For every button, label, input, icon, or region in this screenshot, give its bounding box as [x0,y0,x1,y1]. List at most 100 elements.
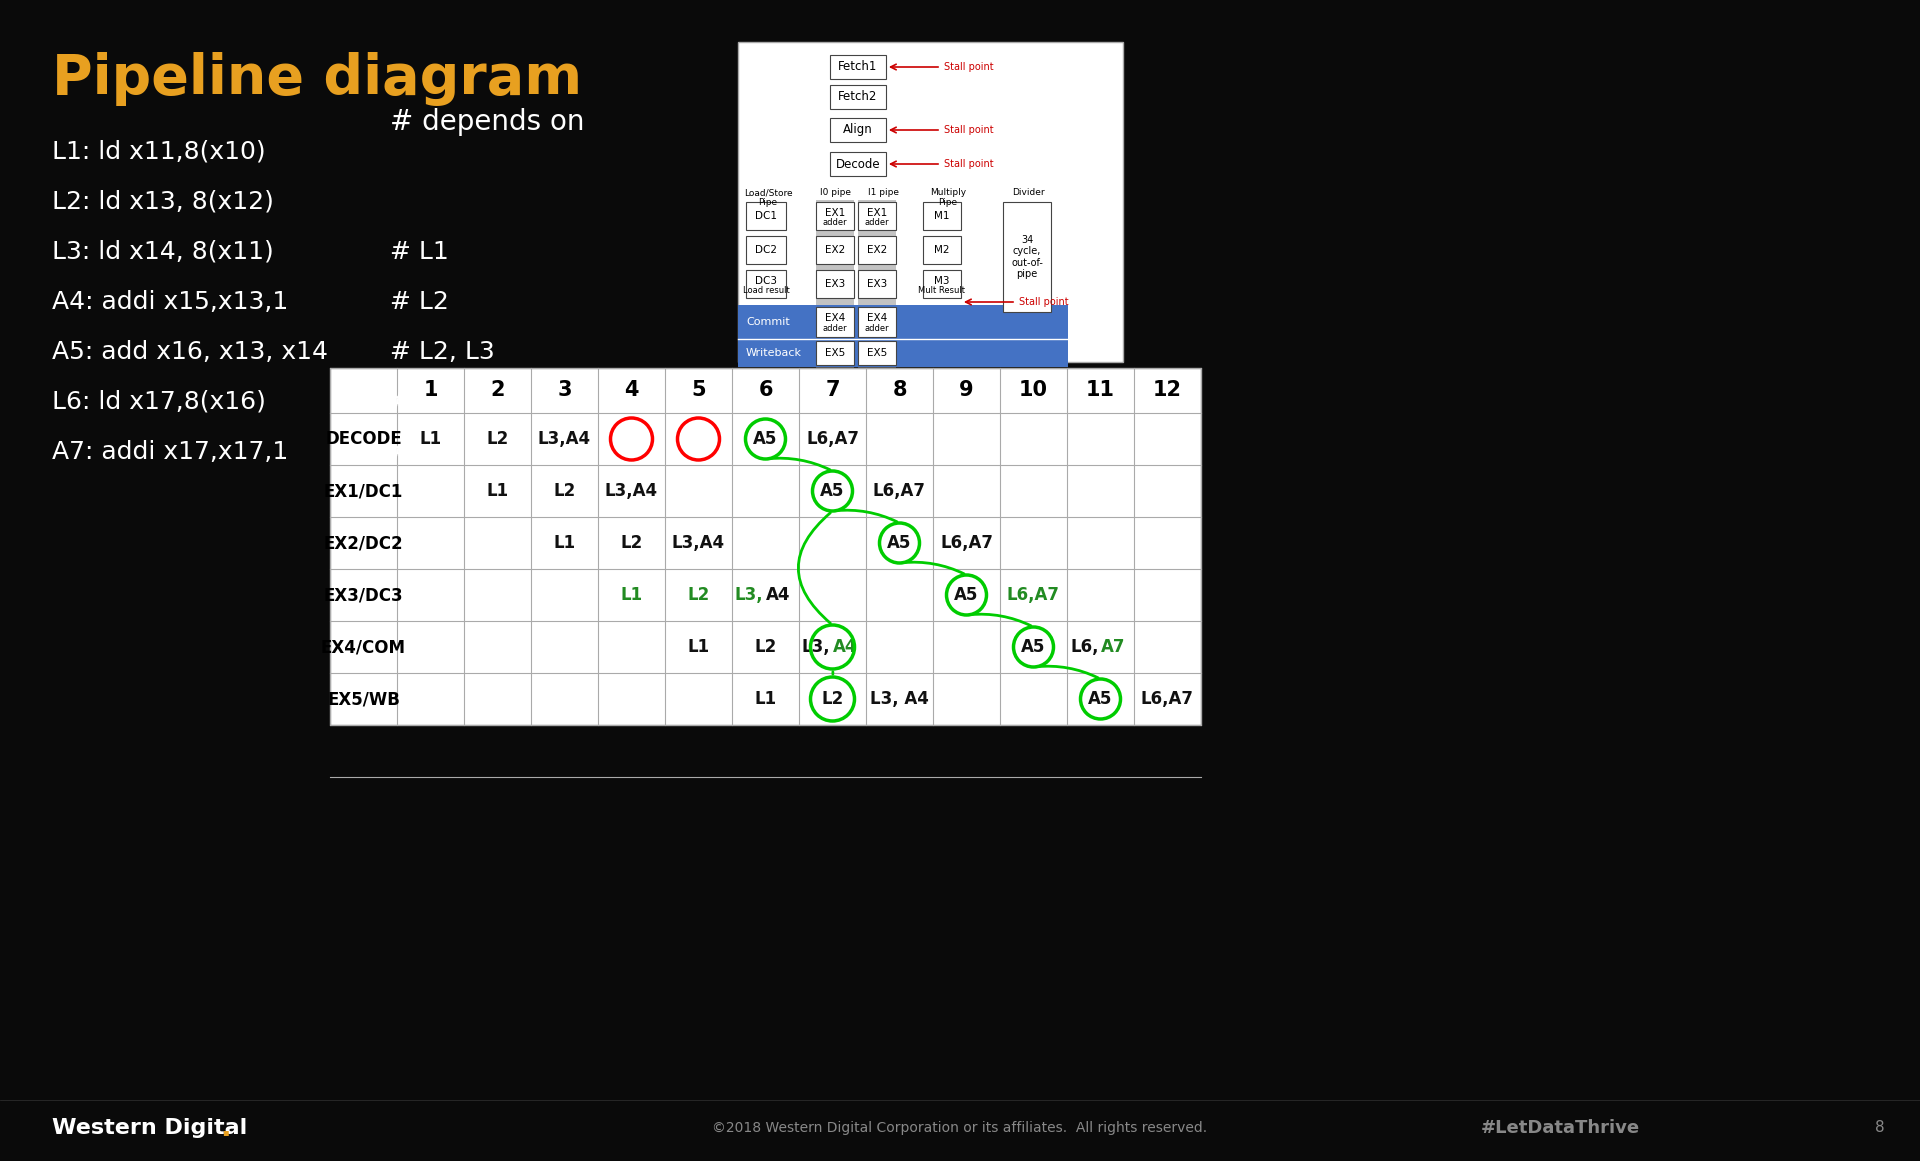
Text: A4: A4 [833,639,856,656]
FancyBboxPatch shape [1002,202,1050,312]
Text: # L6: # L6 [390,440,449,464]
FancyBboxPatch shape [816,341,854,365]
Text: L3: ld x14, 8(x11): L3: ld x14, 8(x11) [52,240,275,264]
Text: L6,: L6, [1069,639,1098,656]
Text: L6,A7: L6,A7 [1006,586,1060,604]
Text: L3,: L3, [735,586,764,604]
FancyBboxPatch shape [924,236,962,264]
Text: A5: A5 [1021,639,1046,656]
Text: EX2: EX2 [826,245,845,255]
Text: 3: 3 [557,381,572,401]
FancyBboxPatch shape [924,202,962,230]
Text: # L2: # L2 [390,290,449,313]
Text: EX3: EX3 [826,279,845,289]
Text: EX1: EX1 [826,208,845,217]
Text: M1: M1 [935,211,950,221]
Text: M2: M2 [935,245,950,255]
FancyArrowPatch shape [768,459,829,470]
Text: L3,A4: L3,A4 [538,430,591,448]
Text: 2: 2 [490,381,505,401]
Text: L2: ld x13, 8(x12): L2: ld x13, 8(x12) [52,190,275,214]
Text: L3,A4: L3,A4 [605,482,659,500]
FancyBboxPatch shape [747,271,785,298]
FancyBboxPatch shape [858,200,897,375]
Text: Commit: Commit [747,317,789,327]
Text: L3,A4: L3,A4 [672,534,726,551]
Text: EX2: EX2 [866,245,887,255]
Text: EX1/DC1: EX1/DC1 [324,482,403,500]
Text: A5: add x16, x13, x14: A5: add x16, x13, x14 [52,340,328,365]
Text: L1: L1 [755,690,776,708]
Text: 8: 8 [1876,1120,1885,1135]
Text: A5: A5 [887,534,912,551]
Text: L1: L1 [620,586,643,604]
Text: DC2: DC2 [755,245,778,255]
Text: A5: A5 [1089,690,1114,708]
Text: EX4: EX4 [826,313,845,324]
FancyBboxPatch shape [858,236,897,264]
Text: Western Digital: Western Digital [52,1118,248,1138]
FancyBboxPatch shape [330,368,1202,724]
Text: #LetDataThrive: #LetDataThrive [1480,1119,1640,1137]
FancyBboxPatch shape [829,55,885,79]
Text: A7: A7 [1100,639,1125,656]
FancyBboxPatch shape [737,42,1123,362]
Text: Stall point: Stall point [945,62,995,72]
Text: L2: L2 [687,586,710,604]
Text: 10: 10 [1020,381,1048,401]
Text: 1: 1 [422,381,438,401]
FancyArrowPatch shape [799,513,829,623]
Text: L6,A7: L6,A7 [874,482,925,500]
Text: I1 pipe: I1 pipe [868,188,899,197]
FancyBboxPatch shape [829,152,885,176]
Text: Pipeline diagram: Pipeline diagram [52,52,582,106]
FancyArrowPatch shape [902,562,964,574]
Text: DECODE: DECODE [324,430,401,448]
FancyBboxPatch shape [816,307,854,337]
Text: L6: ld x17,8(x16): L6: ld x17,8(x16) [52,390,265,414]
Text: Align: Align [843,123,874,137]
FancyBboxPatch shape [858,307,897,337]
Text: Fetch2: Fetch2 [839,91,877,103]
Text: A5: A5 [820,482,845,500]
FancyBboxPatch shape [858,202,897,230]
FancyBboxPatch shape [829,118,885,142]
Text: adder: adder [822,217,847,226]
Text: 4: 4 [624,381,639,401]
Text: L3,: L3, [803,639,831,656]
FancyArrowPatch shape [1037,666,1098,678]
FancyBboxPatch shape [816,271,854,298]
Text: EX5: EX5 [826,348,845,358]
Text: A4: A4 [766,586,789,604]
Text: L1: L1 [687,639,710,656]
Text: Stall point: Stall point [945,125,995,135]
Text: EX2/DC2: EX2/DC2 [324,534,403,551]
Text: L6,A7: L6,A7 [1140,690,1194,708]
Text: # A5: # A5 [390,390,451,414]
Text: adder: adder [864,324,889,333]
Text: L6,A7: L6,A7 [806,430,858,448]
FancyBboxPatch shape [924,271,962,298]
Text: L1: L1 [486,482,509,500]
Text: Load result: Load result [743,286,789,295]
Text: EX5/WB: EX5/WB [326,690,399,708]
FancyBboxPatch shape [829,85,885,109]
Text: L1: L1 [419,430,442,448]
Text: 11: 11 [1087,381,1116,401]
Text: EX3: EX3 [866,279,887,289]
Text: Stall point: Stall point [945,159,995,170]
Text: 34
cycle,
out-of-
pipe: 34 cycle, out-of- pipe [1012,235,1043,280]
Text: L2: L2 [822,690,843,708]
Text: A4: addi x15,x13,1: A4: addi x15,x13,1 [52,290,288,313]
Text: DC1: DC1 [755,211,778,221]
Text: DC3: DC3 [755,275,778,286]
Text: 8: 8 [893,381,906,401]
Text: EX5: EX5 [866,348,887,358]
Text: A5: A5 [954,586,979,604]
FancyBboxPatch shape [816,236,854,264]
Text: 12: 12 [1154,381,1183,401]
FancyBboxPatch shape [816,202,854,230]
Text: A7: addi x17,x17,1: A7: addi x17,x17,1 [52,440,288,464]
Text: # L2, L3: # L2, L3 [390,340,495,365]
Text: Mult Result: Mult Result [918,286,966,295]
